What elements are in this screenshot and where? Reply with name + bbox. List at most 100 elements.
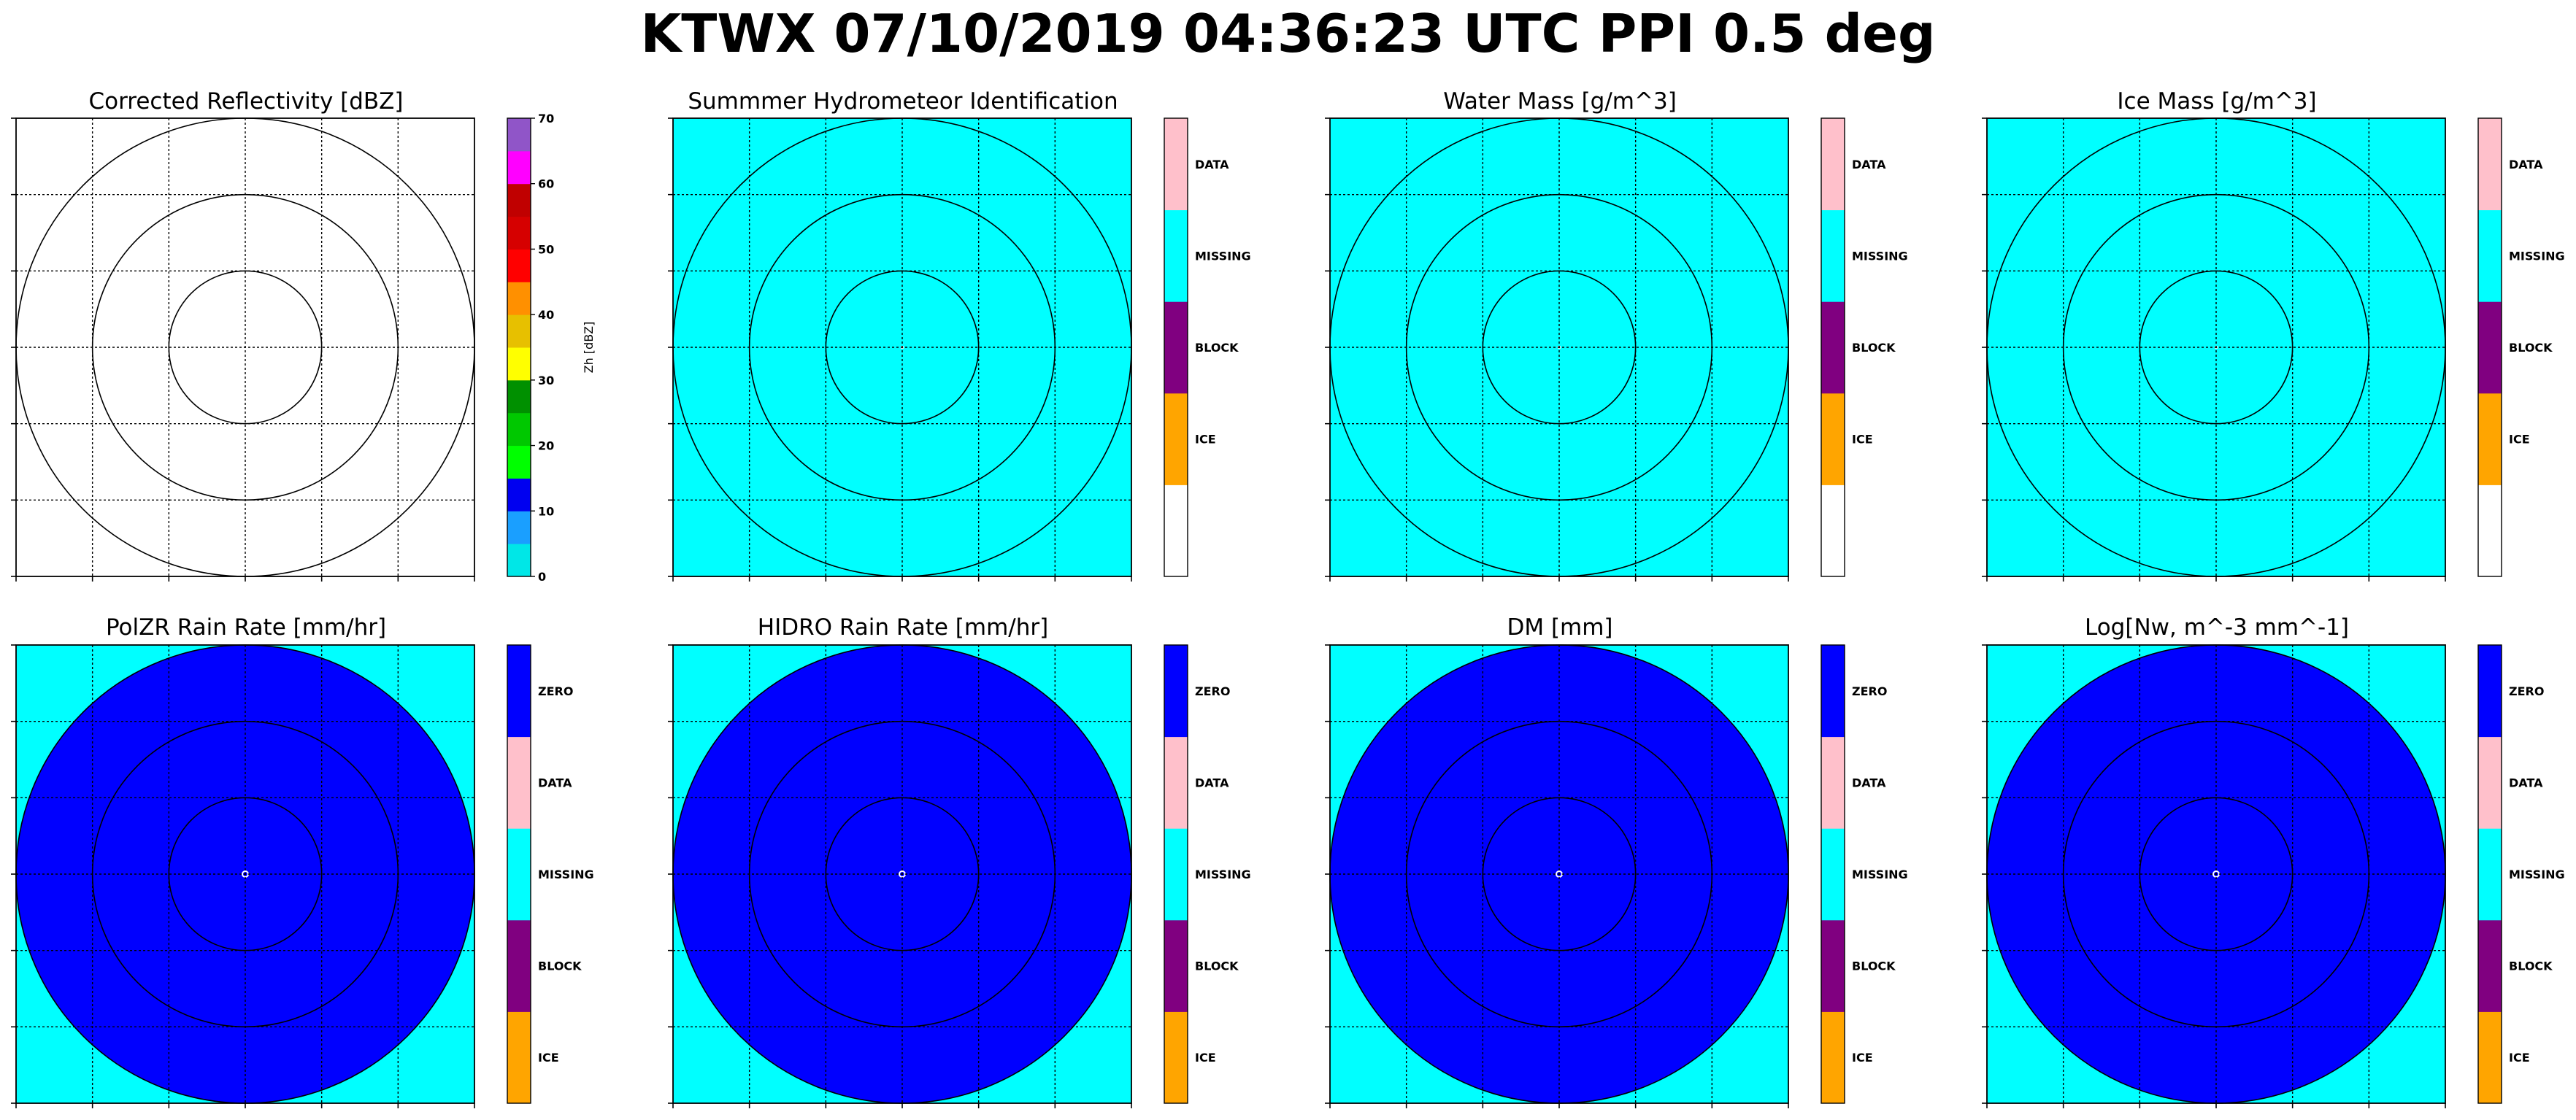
colorbar-category-label: ZERO	[2509, 684, 2544, 698]
colorbar-category-label: ICE	[2509, 1051, 2530, 1065]
colorbar-category-label: DATA	[2509, 776, 2543, 789]
colorbar-segment	[507, 544, 531, 577]
colorbar-tick-label: 30	[538, 374, 554, 387]
colorbar-segment	[507, 412, 531, 447]
colorbar-segment	[507, 736, 531, 829]
colorbar: 0 10 20 30 40 50 60 70 Zh [dBZ]	[507, 112, 596, 584]
colorbar-segment	[2478, 645, 2502, 738]
range-ring	[1482, 270, 1637, 425]
colorbar-segment	[1821, 645, 1845, 738]
colorbar-category-label: ICE	[1195, 433, 1216, 447]
panel-2: ICE BLOCK MISSING DATA	[668, 117, 1251, 582]
colorbar-category-label: ICE	[2509, 433, 2530, 447]
colorbar-segment	[2478, 919, 2502, 1012]
colorbar-tick-label: 40	[538, 308, 554, 322]
colorbar-frame	[507, 117, 531, 577]
colorbar-segment	[2478, 209, 2502, 302]
colorbar-category-label: DATA	[1195, 158, 1229, 171]
range-ring	[2062, 720, 2370, 1028]
colorbar-category-label: BLOCK	[538, 959, 582, 973]
colorbar-segment	[1821, 736, 1845, 829]
colorbar-category-label: ICE	[1852, 1051, 1873, 1065]
colorbar-frame	[2477, 644, 2502, 1104]
colorbar-category-label: ZERO	[1852, 684, 1887, 698]
colorbar-category-label: ICE	[1195, 1051, 1216, 1065]
range-ring	[1482, 797, 1637, 951]
range-ring	[825, 797, 980, 951]
colorbar: ICE BLOCK MISSING DATA ZERO	[1820, 644, 1908, 1104]
colorbar-frame	[507, 644, 531, 1104]
colorbar-category-label: MISSING	[538, 868, 594, 881]
colorbar-category-label: ICE	[1852, 433, 1873, 447]
colorbar-segment	[507, 379, 531, 414]
colorbar-tick-label: 70	[538, 112, 554, 125]
colorbar-segment	[1821, 828, 1845, 921]
panel-1: 0 10 20 30 40 50 60 70 Zh [dBZ]	[11, 112, 596, 584]
colorbar-segment	[1164, 828, 1188, 921]
colorbar-segment	[1821, 209, 1845, 302]
panel-6: ICE BLOCK MISSING DATA ZERO	[668, 644, 1251, 1108]
panel-2-title: Summmer Hydrometeor Identification	[688, 88, 1118, 115]
colorbar-tick-label: 60	[538, 177, 554, 191]
colorbar-frame	[1164, 117, 1188, 577]
colorbar-segment	[2478, 393, 2502, 485]
colorbar-tick-label: 50	[538, 242, 554, 256]
colorbar-frame	[2477, 117, 2502, 577]
colorbar-segment	[507, 249, 531, 282]
colorbar-segment	[1821, 919, 1845, 1012]
colorbar-segment	[1821, 393, 1845, 485]
colorbar-segment	[1164, 209, 1188, 302]
range-ring	[168, 270, 323, 425]
colorbar-category-label: ZERO	[1195, 684, 1230, 698]
colorbar-segment	[2478, 118, 2502, 211]
colorbar-segment	[507, 919, 531, 1012]
range-ring	[748, 193, 1056, 501]
colorbar-segment	[507, 118, 531, 152]
panel-4-title: Ice Mass [g/m^3]	[2117, 88, 2317, 115]
range-ring	[1405, 720, 1713, 1028]
colorbar: ICE BLOCK MISSING DATA ZERO	[507, 644, 594, 1104]
colorbar-category-label: MISSING	[1852, 249, 1908, 263]
colorbar-segment	[507, 478, 531, 511]
colorbar-segment	[1821, 484, 1845, 577]
colorbar-segment	[1164, 645, 1188, 738]
colorbar-segment	[2478, 1011, 2502, 1104]
colorbar-segment	[1821, 301, 1845, 394]
colorbar-segment	[2478, 301, 2502, 394]
range-ring	[1405, 193, 1713, 501]
panel-6-title: HIDRO Rain Rate [mm/hr]	[757, 614, 1049, 641]
panel-3-title: Water Mass [g/m^3]	[1443, 88, 1677, 115]
colorbar-category-label: MISSING	[2509, 249, 2565, 263]
panel-7-title: DM [mm]	[1507, 614, 1613, 641]
colorbar: ICE BLOCK MISSING DATA	[1164, 117, 1251, 577]
colorbar-segment	[1164, 393, 1188, 485]
colorbar: ICE BLOCK MISSING DATA	[1820, 117, 1908, 577]
colorbar-category-label: DATA	[538, 776, 572, 789]
panel-7: ICE BLOCK MISSING DATA ZERO	[1325, 644, 1908, 1108]
range-ring	[91, 193, 399, 501]
colorbar-category-label: DATA	[1852, 776, 1886, 789]
panel-8-title: Log[Nw, m^-3 mm^-1]	[2084, 614, 2350, 641]
colorbar-category-label: MISSING	[1852, 868, 1908, 881]
colorbar-segment	[1164, 484, 1188, 577]
figure-title: KTWX 07/10/2019 04:36:23 UTC PPI 0.5 deg	[640, 3, 1936, 64]
colorbar-category-label: BLOCK	[1852, 959, 1896, 973]
colorbar-segment	[507, 347, 531, 381]
colorbar-category-label: BLOCK	[1852, 341, 1896, 355]
colorbar-segment	[507, 445, 531, 479]
colorbar-segment	[1164, 736, 1188, 829]
range-ring	[168, 797, 323, 951]
colorbar-category-label: MISSING	[2509, 868, 2565, 881]
colorbar: ICE BLOCK MISSING DATA ZERO	[1164, 644, 1251, 1104]
panel-4: ICE BLOCK MISSING DATA	[1982, 117, 2565, 582]
colorbar-segment	[507, 282, 531, 315]
range-ring	[91, 720, 399, 1028]
colorbar-segment	[507, 645, 531, 738]
colorbar-category-label: DATA	[1852, 158, 1886, 171]
colorbar-category-label: BLOCK	[2509, 959, 2553, 973]
colorbar-frame	[1820, 117, 1845, 577]
colorbar-segment	[1164, 301, 1188, 394]
colorbar-category-label: DATA	[2509, 158, 2543, 171]
colorbar-frame	[1820, 644, 1845, 1104]
